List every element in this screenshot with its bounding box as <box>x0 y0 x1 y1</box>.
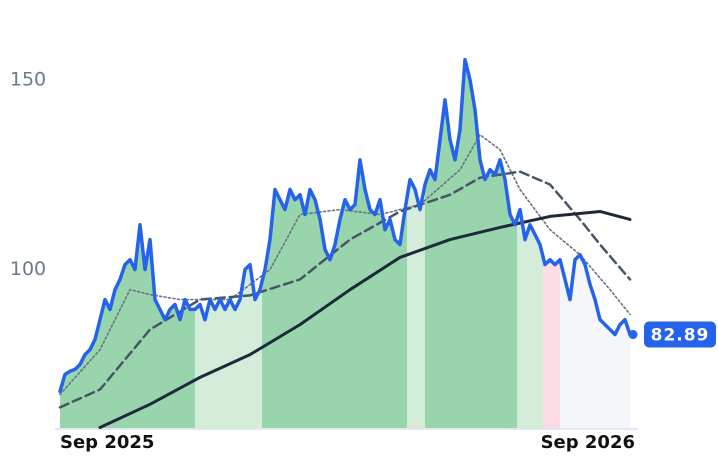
band-area <box>560 254 630 429</box>
line-series <box>58 57 632 394</box>
last-point <box>628 330 638 340</box>
value-badge <box>644 321 716 348</box>
y-tick-label: 150 <box>10 68 46 90</box>
x-tick-label: Sep 2026 <box>541 432 635 453</box>
band-area <box>517 209 543 429</box>
x-tick-label: Sep 2025 <box>60 432 154 453</box>
band-area <box>60 224 195 429</box>
band-area <box>407 179 425 429</box>
band-area <box>425 59 517 429</box>
line-series <box>59 134 631 396</box>
y-tick-label: 100 <box>10 258 46 280</box>
line-series <box>58 170 632 409</box>
band-area <box>543 256 560 429</box>
line-series <box>98 209 632 429</box>
value-badge-label: 82.89 <box>651 326 710 346</box>
